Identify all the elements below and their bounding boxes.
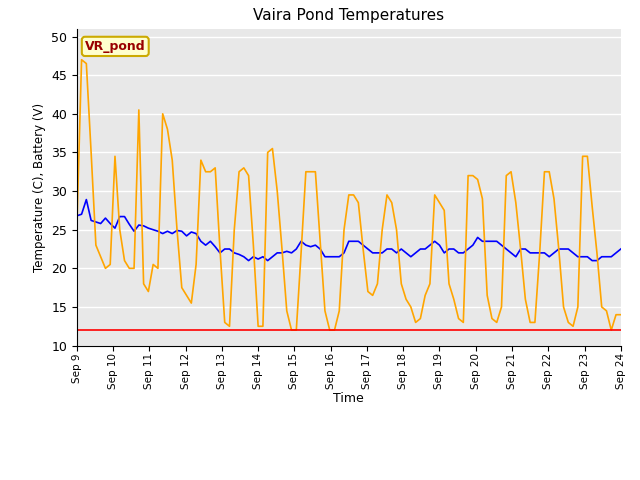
Title: Vaira Pond Temperatures: Vaira Pond Temperatures	[253, 9, 444, 24]
Water_temp	[73, 213, 81, 219]
Water_temp	[149, 227, 157, 233]
BattV_pond	[197, 327, 205, 333]
PanelT_pond	[283, 308, 291, 314]
PanelT_pond	[149, 262, 157, 267]
Water_temp	[244, 258, 252, 264]
PanelT_pond	[77, 57, 85, 62]
Text: VR_pond: VR_pond	[85, 40, 145, 53]
PanelT_pond	[202, 169, 209, 175]
Line: Water_temp: Water_temp	[77, 200, 621, 261]
PanelT_pond	[254, 324, 262, 329]
BattV_pond	[550, 327, 558, 333]
PanelT_pond	[288, 327, 296, 333]
BattV_pond	[145, 327, 152, 333]
Y-axis label: Temperature (C), Battery (V): Temperature (C), Battery (V)	[33, 103, 45, 272]
PanelT_pond	[412, 320, 419, 325]
BattV_pond	[617, 327, 625, 333]
PanelT_pond	[73, 227, 81, 233]
PanelT_pond	[617, 312, 625, 318]
BattV_pond	[278, 327, 286, 333]
Water_temp	[617, 246, 625, 252]
BattV_pond	[402, 327, 410, 333]
BattV_pond	[73, 327, 81, 333]
Water_temp	[560, 246, 568, 252]
BattV_pond	[250, 327, 257, 333]
Water_temp	[412, 250, 419, 256]
PanelT_pond	[560, 304, 568, 310]
Line: PanelT_pond: PanelT_pond	[77, 60, 621, 330]
Water_temp	[83, 197, 90, 203]
X-axis label: Time: Time	[333, 392, 364, 405]
Water_temp	[259, 254, 267, 260]
Water_temp	[202, 242, 209, 248]
Water_temp	[288, 250, 296, 256]
